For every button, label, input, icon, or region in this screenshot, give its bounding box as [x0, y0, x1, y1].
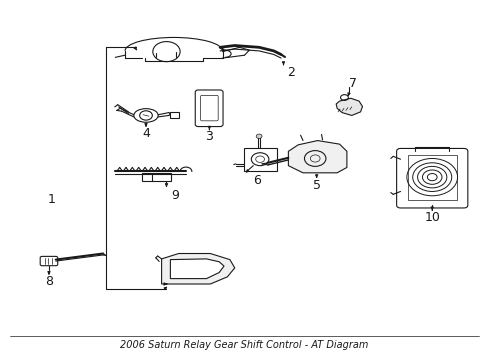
- Polygon shape: [288, 140, 346, 173]
- Polygon shape: [335, 98, 362, 116]
- Bar: [142, 173, 171, 181]
- Text: 6: 6: [252, 174, 260, 187]
- Text: 3: 3: [205, 130, 213, 143]
- Polygon shape: [161, 253, 234, 284]
- Text: 2: 2: [286, 66, 294, 79]
- Text: 1: 1: [48, 193, 56, 206]
- Polygon shape: [170, 259, 224, 279]
- Text: 8: 8: [45, 275, 53, 288]
- Bar: [170, 112, 179, 118]
- Text: 2006 Saturn Relay Gear Shift Control - AT Diagram: 2006 Saturn Relay Gear Shift Control - A…: [120, 340, 368, 350]
- Text: 7: 7: [348, 77, 356, 90]
- Text: 9: 9: [171, 189, 179, 202]
- Text: 5: 5: [312, 179, 320, 192]
- Text: 10: 10: [424, 211, 439, 224]
- Bar: [243, 148, 276, 171]
- Bar: [407, 155, 456, 200]
- Text: 4: 4: [142, 127, 150, 140]
- Circle shape: [256, 134, 262, 138]
